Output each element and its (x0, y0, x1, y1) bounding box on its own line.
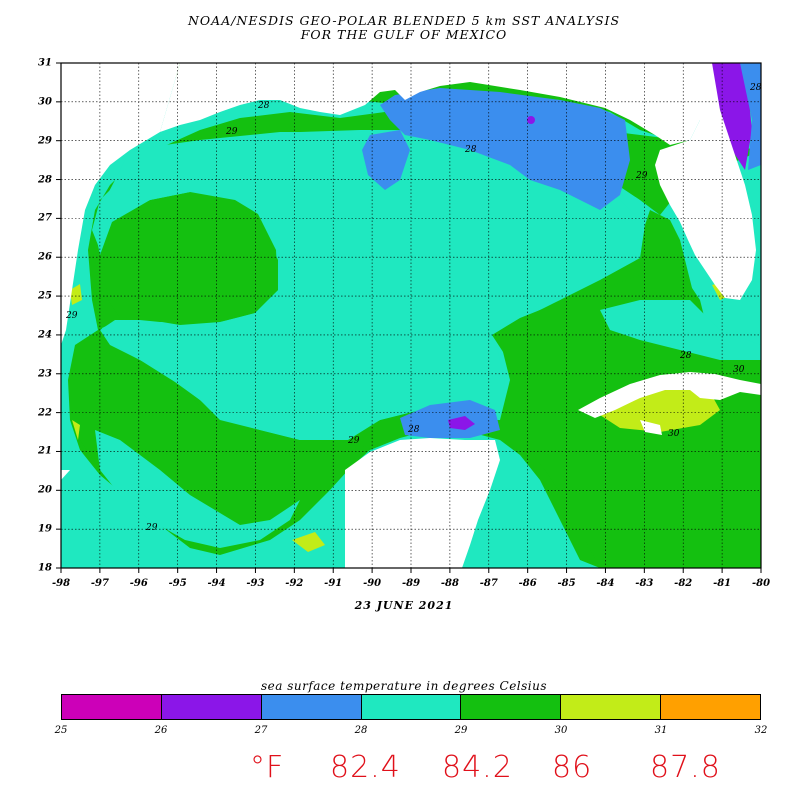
lat-tick-label: 30 (38, 96, 52, 108)
contour-label: 28 (464, 145, 477, 155)
map-layers (61, 63, 761, 568)
lat-tick-label: 18 (38, 562, 52, 574)
lon-tick-label: -86 (518, 578, 537, 589)
lon-tick-label: -85 (557, 578, 576, 589)
contour-label: 28 (407, 425, 420, 435)
lon-tick-label: -98 (51, 578, 71, 589)
lon-tick-label: -93 (246, 578, 265, 589)
lat-tick-label: 29 (38, 135, 52, 147)
lat-tick-label: 25 (38, 290, 52, 302)
water-27-28-plume (380, 88, 630, 210)
analysis-date: 23 JUNE 2021 (354, 599, 454, 612)
lon-tick-label: -96 (129, 578, 148, 589)
lon-tick-label: -91 (324, 578, 343, 589)
contour-label: 29 (225, 127, 238, 137)
contour-label: 28 (257, 101, 270, 111)
lon-tick-label: -95 (168, 578, 187, 589)
colorbar-segment (261, 695, 362, 719)
land-florida (655, 63, 756, 300)
lon-tick-label: -97 (90, 578, 109, 589)
colorbar-segment (561, 695, 662, 719)
lon-tick-label: -89 (401, 578, 421, 589)
contour-label: 29 (65, 311, 78, 321)
colorbar-tick-label: 28 (354, 725, 368, 736)
colorbar-segment (161, 695, 262, 719)
lon-tick-label: -84 (596, 578, 615, 589)
colorbar-label: sea surface temperature in degrees Celsi… (260, 679, 548, 693)
contour-label: 29 (145, 523, 158, 533)
lat-tick-label: 27 (38, 212, 52, 224)
lon-tick-label: -94 (207, 578, 226, 589)
colorbar-tick-label: 26 (154, 725, 168, 736)
lon-tick-label: -87 (479, 578, 498, 589)
lon-tick-label: -88 (440, 578, 459, 589)
colorbar-tick-label: 25 (54, 725, 68, 736)
colorbar-tick-label: 29 (454, 725, 468, 736)
colorbar-segment (661, 695, 761, 719)
colorbar-segment (361, 695, 462, 719)
contour-label: 28 (749, 83, 762, 93)
lat-tick-label: 24 (38, 329, 52, 341)
colorbar-segment (62, 695, 162, 719)
colorbar-tick-label: 32 (754, 725, 768, 736)
handwritten-value: 84.2 (442, 750, 513, 785)
lat-tick-label: 26 (38, 251, 52, 263)
lat-tick-label: 28 (38, 174, 52, 186)
map-title: NOAA/NESDIS GEO-POLAR BLENDED 5 km SST A… (187, 13, 621, 28)
map-subtitle: FOR THE GULF OF MEXICO (300, 27, 508, 42)
lat-tick-label: 31 (38, 57, 52, 69)
handwritten-unit: °F (250, 750, 285, 785)
lon-tick-label: -90 (363, 578, 382, 589)
lon-tick-label: -81 (713, 578, 732, 589)
lat-tick-label: 20 (38, 484, 52, 496)
lon-tick-label: -80 (751, 578, 771, 589)
contour-label: 30 (668, 429, 680, 439)
water-29-30-west-blob (104, 198, 278, 322)
handwritten-value: 86 (552, 750, 593, 785)
contour-label: 29 (347, 436, 360, 446)
land-cuba (578, 372, 761, 418)
land-us (160, 63, 700, 145)
contour-label: 29 (635, 171, 648, 181)
handwritten-value: 82.4 (330, 750, 401, 785)
contour-label: 28 (679, 351, 692, 361)
contour-label: 30 (733, 365, 745, 375)
colorbar-tick-label: 31 (654, 725, 668, 736)
lon-tick-label: -83 (635, 578, 654, 589)
lat-tick-label: 19 (38, 523, 52, 535)
colorbar (61, 694, 761, 720)
handwritten-value: 87.8 (650, 750, 721, 785)
lat-tick-label: 22 (38, 407, 52, 419)
lon-tick-label: -82 (674, 578, 693, 589)
colorbar-tick-label: 27 (254, 725, 268, 736)
lat-tick-label: 23 (38, 368, 52, 380)
land-yucatan (345, 438, 500, 568)
colorbar-segment (461, 695, 562, 719)
colorbar-tick-label: 30 (554, 725, 568, 736)
lat-tick-label: 21 (38, 445, 52, 457)
lon-tick-label: -92 (285, 578, 304, 589)
